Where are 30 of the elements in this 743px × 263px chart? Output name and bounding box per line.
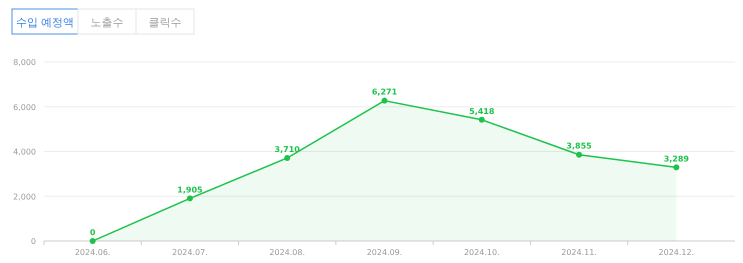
- x-tick-label: 2024.12.: [658, 248, 694, 257]
- x-tick-label: 2024.08.: [269, 248, 306, 257]
- y-tick-label: 4,000: [13, 148, 36, 156]
- y-tick-label: 8,000: [13, 58, 36, 67]
- x-tick-label: 2024.07.: [172, 248, 208, 257]
- data-label: 5,418: [469, 106, 495, 116]
- x-tick-label: 2024.10.: [464, 248, 500, 257]
- point: [478, 116, 485, 123]
- data-label: 0: [90, 228, 96, 237]
- x-tick-label: 2024.11.: [561, 248, 597, 257]
- point: [284, 154, 290, 161]
- x-tick-label: 2024.09.: [366, 248, 402, 257]
- x-tick-label: 2024.06.: [74, 248, 110, 257]
- y-tick-label: 0: [30, 237, 36, 246]
- point: [673, 164, 680, 170]
- tab: 수입 예정액: [12, 8, 78, 34]
- point: [186, 195, 193, 202]
- y-tick-label: 2,000: [13, 192, 36, 202]
- tab: 노출수: [78, 8, 136, 34]
- point: [382, 98, 388, 104]
- point: [90, 238, 96, 244]
- point: [576, 152, 582, 158]
- chart-title: 수입 예정액: [16, 16, 74, 29]
- y-tick-label: 6,000: [13, 102, 36, 112]
- data-label: 3,289: [664, 154, 690, 164]
- data-label: 3,710: [274, 144, 300, 154]
- data-label: 3,855: [566, 142, 592, 151]
- data-label: 1,905: [177, 185, 204, 194]
- data-label: 6,271: [372, 88, 398, 97]
- tab: 클릭수: [136, 8, 194, 34]
